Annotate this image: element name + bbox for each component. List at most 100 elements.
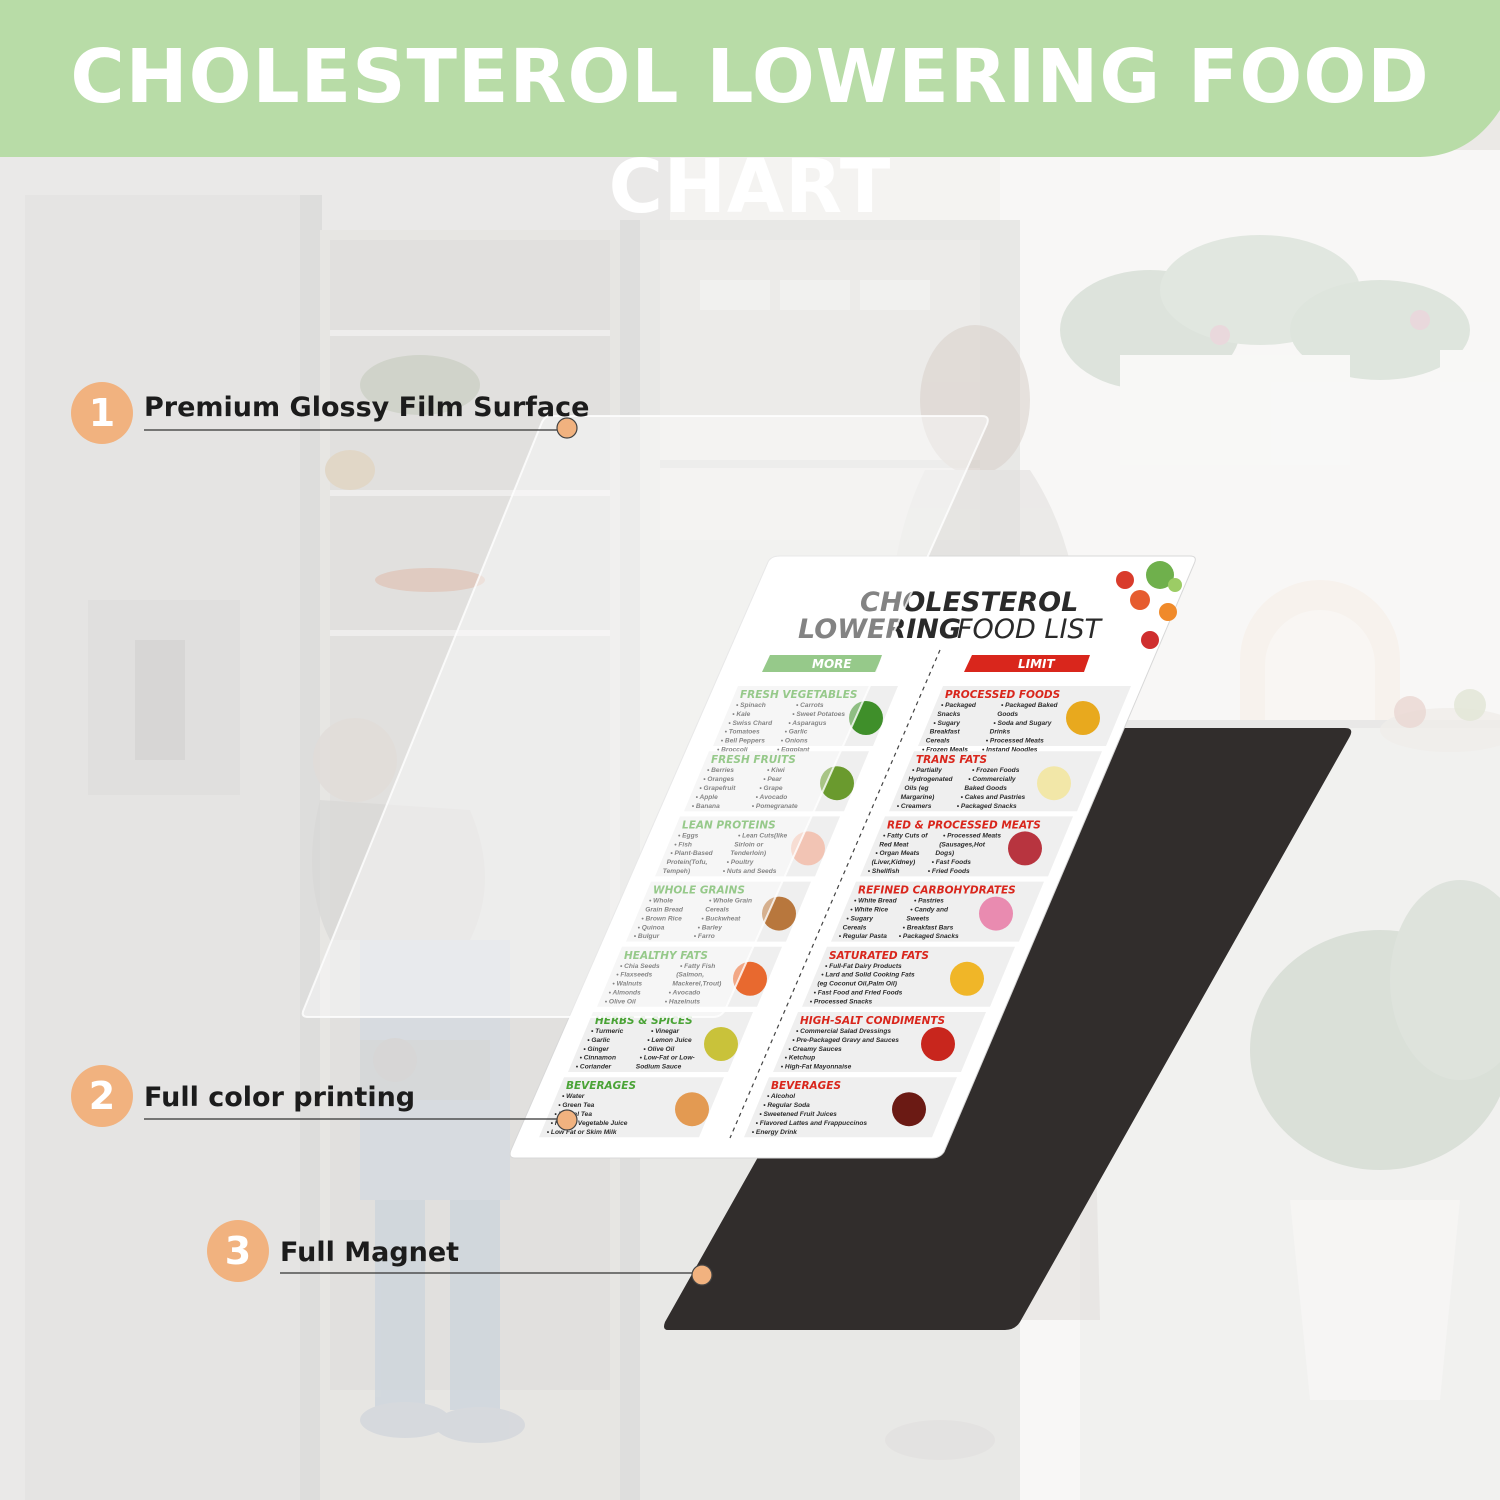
food-item: • Fatty Fish (680, 963, 715, 970)
food-item: • Turmeric (591, 1028, 624, 1035)
food-item: Oils (eg (904, 785, 928, 792)
food-item: Snacks (937, 711, 960, 718)
ketchup-icon (921, 1027, 955, 1061)
limit-label: LIMIT (1018, 657, 1056, 671)
food-item: • Swiss Chard (728, 720, 773, 727)
food-item: • Candy and (910, 907, 949, 914)
food-item: • Sweetened Fruit Juices (759, 1111, 837, 1118)
chips-icon (1066, 701, 1100, 735)
food-item: • Bulgur (634, 933, 660, 940)
food-item: • Pre-Packaged Gravy and Sauces (792, 1037, 899, 1044)
more-ribbon (762, 655, 882, 672)
header-banner: CHOLESTEROL LOWERING FOOD CHART (0, 0, 1500, 230)
food-item: • Hazelnuts (665, 998, 701, 1005)
food-item: • Broccoli (717, 747, 748, 754)
limit-section-3: REFINED CARBOHYDRATES• White Bread • Whit… (831, 881, 1044, 942)
callout-1-dot (556, 417, 578, 439)
food-item: • Fruit & Vegetable Juice (551, 1120, 628, 1127)
food-item: Cereals (705, 907, 729, 914)
callout-1-label: Premium Glossy Film Surface (144, 392, 590, 423)
callout-3-label: Full Magnet (280, 1237, 460, 1268)
food-item: • Apple (696, 794, 719, 801)
banner-shape (0, 0, 1500, 157)
food-item: • Lean Cuts(like (738, 832, 788, 839)
more-section-2: LEAN PROTEINS• Eggs • Fish • Plant-Based Pr… (655, 816, 840, 877)
food-item: • Sweet Potatoes (792, 711, 845, 718)
food-item: • Quinoa (638, 924, 665, 931)
more-section-heading: HEALTHY FATS (624, 950, 708, 962)
more-section-heading: WHOLE GRAINS (653, 885, 745, 897)
food-item: • Green Tea (558, 1102, 594, 1109)
salmon-icon (733, 961, 767, 996)
food-item: • Fried Foods (928, 868, 970, 875)
food-item: • Low Fat or Skim Milk (547, 1129, 617, 1136)
food-item: Sirloin or (734, 841, 763, 848)
more-section-5: HERBS & SPICES• Turmeric• Garlic• Ginger… (568, 1012, 753, 1072)
food-item: • Olive Oil (605, 998, 636, 1005)
food-item: • Grape (759, 785, 783, 792)
food-item: • Water (562, 1093, 585, 1100)
food-item: • Tomatoes (725, 729, 760, 736)
plant-decor-top (1060, 235, 1500, 470)
food-item: • Berries (707, 767, 734, 774)
food-item: Cereals (843, 924, 867, 931)
food-item: • Sugary (933, 720, 960, 727)
food-item: • Oranges (703, 776, 734, 783)
food-item: • Ginger (583, 1046, 609, 1053)
food-item: • Low-Fat or Low- (640, 1055, 695, 1062)
food-item: • Breakfast Bars (903, 924, 954, 931)
limit-section-5: HIGH-SALT CONDIMENTS• Commercial Salad D… (773, 1012, 986, 1072)
food-item: • Partially (912, 767, 942, 774)
food-item: • White Rice (850, 907, 888, 914)
food-item: • Garlic (785, 729, 808, 736)
food-item: • Cinnamon (580, 1055, 616, 1062)
food-item: • Eggs (678, 832, 699, 839)
food-item: • Bell Peppers (721, 738, 765, 745)
food-item: Sweets (906, 915, 929, 922)
food-item: • Regular Pasta (839, 933, 887, 940)
steak-icon (1008, 831, 1042, 866)
donut-icon (979, 896, 1013, 931)
food-item: • Packaged (941, 702, 977, 709)
food-item: • White Bread (854, 898, 898, 905)
food-item: • Creamy Sauces (788, 1046, 842, 1053)
food-item: • Fish (674, 841, 692, 848)
food-item: • Spinach (736, 702, 766, 709)
limit-section-heading: RED & PROCESSED MEATS (887, 819, 1041, 831)
tea-icon (675, 1092, 709, 1127)
food-item: Tempeh) (663, 868, 690, 875)
food-item: • Chia Seeds (620, 963, 660, 970)
callout-2-label: Full color printing (144, 1082, 416, 1113)
food-item: • Kale (732, 711, 750, 718)
more-section-4: HEALTHY FATS• Chia Seeds • Flaxseeds • Wal… (597, 946, 782, 1007)
more-section-bg (684, 751, 869, 812)
food-item: • Fatty Cuts of (883, 832, 928, 839)
food-item: • Olive Oil (643, 1046, 674, 1053)
food-item: • Energy Drink (752, 1129, 798, 1136)
food-item: • Lard and Solid Cooking Fats (821, 972, 915, 979)
food-item: • Packaged Snacks (899, 933, 959, 940)
limit-section-0: PROCESSED FOODS• Packaged Snacks • Sugary B… (918, 686, 1131, 754)
food-item: • Lemon Juice (647, 1037, 692, 1044)
food-item: • Commercial Salad Dressings (796, 1028, 891, 1035)
more-section-heading: FRESH VEGETABLES (740, 689, 857, 701)
food-item: Margarine) (901, 794, 935, 801)
food-item: • Walnuts (612, 981, 642, 988)
more-section-3: WHOLE GRAINS• Whole Grain Bread• Brown Ri… (626, 881, 811, 942)
food-item: Dogs) (935, 850, 954, 857)
food-item: • Ketchup (785, 1055, 816, 1062)
food-item: • Garlic (587, 1037, 610, 1044)
more-section-bg (539, 1077, 724, 1138)
food-item: • Soda and Sugary (993, 720, 1051, 727)
food-item: • Packaged Snacks (957, 803, 1017, 810)
food-item: Protein(Tofu, (667, 859, 708, 866)
vegetable-corner-icon (1116, 561, 1182, 649)
food-item: • Processed Meats (986, 738, 1044, 745)
food-item: • Packaged Baked (1001, 702, 1059, 709)
more-section-0: FRESH VEGETABLES• Spinach • Kale • Swiss C… (713, 686, 898, 754)
callout-3-dot (691, 1264, 713, 1286)
more-section-heading: BEVERAGES (566, 1080, 636, 1092)
limit-section-1: TRANS FATS• Partially Hydrogenated Oils (e… (889, 751, 1102, 812)
food-item: • Full-Fat Dairy Products (825, 963, 902, 970)
food-item: • Commercially (968, 776, 1016, 783)
